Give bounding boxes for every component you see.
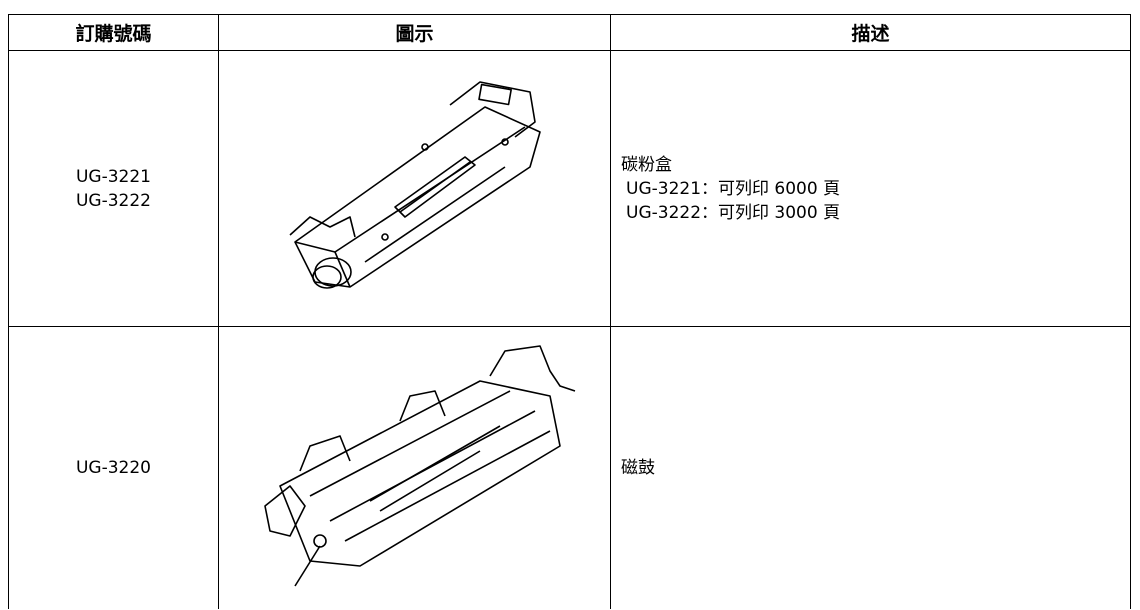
table-row: UG-3221 UG-3222 碳粉盒 UG-3221：可列印 6000 頁	[8, 50, 1131, 327]
header-cell: 圖示	[218, 14, 611, 51]
description-line: UG-3221：可列印 6000 頁	[626, 178, 841, 199]
order-number-cell: UG-3221 UG-3222	[8, 50, 219, 327]
toner-illustration	[288, 80, 541, 289]
description-cell: 碳粉盒 UG-3221：可列印 6000 頁 UG-3222：可列印 3000 …	[610, 50, 1131, 327]
supplies-table: 訂購號碼 圖示 描述 UG-3221 UG-3222	[8, 14, 1131, 609]
illustration-cell	[218, 50, 611, 327]
drum-illustration	[263, 345, 575, 587]
description-title: 碳粉盒	[621, 154, 672, 175]
description-line: UG-3222：可列印 3000 頁	[626, 202, 841, 223]
description-cell: 磁鼓	[610, 326, 1131, 609]
order-number: UG-3222	[75, 190, 151, 211]
table-row: UG-3220 磁鼓	[8, 326, 1131, 609]
illustration-cell	[218, 326, 611, 609]
order-number: UG-3221	[75, 166, 151, 187]
header-row: 訂購號碼 圖示 描述	[8, 14, 1131, 51]
header-cell: 描述	[610, 14, 1131, 51]
order-number-cell: UG-3220	[8, 326, 219, 609]
order-number: UG-3220	[75, 458, 151, 478]
header-cell: 訂購號碼	[8, 14, 219, 51]
description-title: 磁鼓	[621, 458, 655, 478]
